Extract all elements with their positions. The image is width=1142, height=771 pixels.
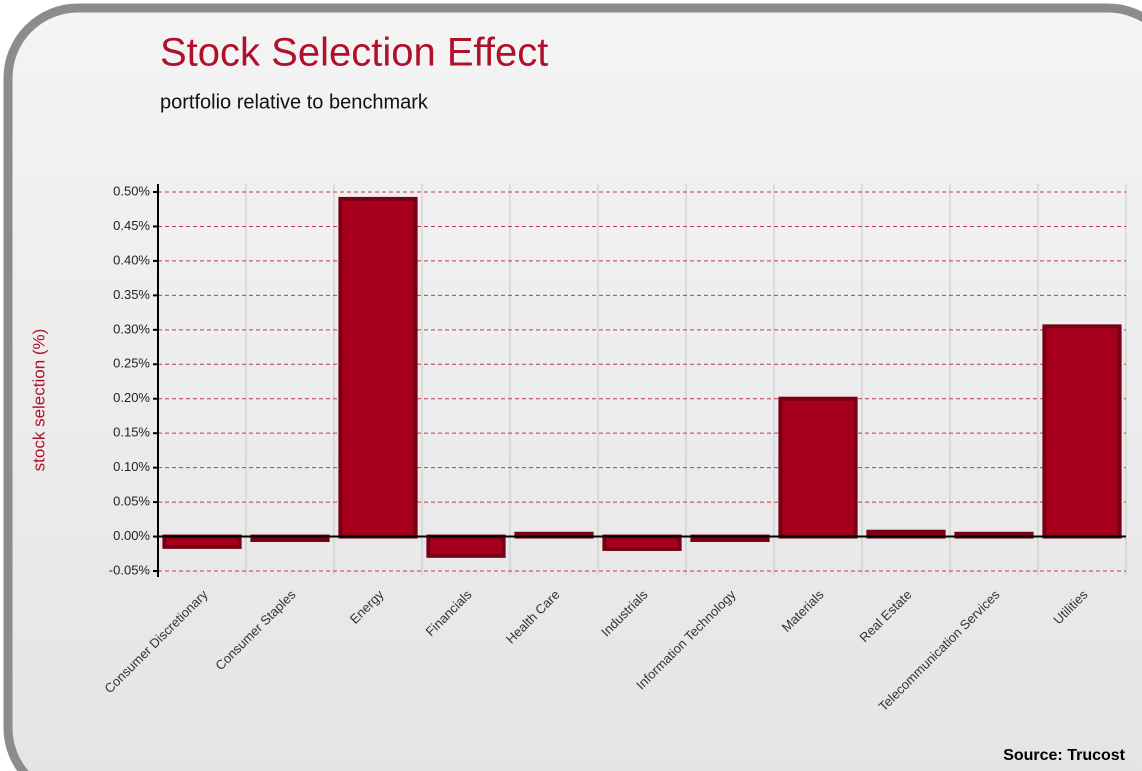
y-tick-label: 0.15% (113, 425, 150, 440)
y-tick-label: 0.35% (113, 287, 150, 302)
y-tick-label: 0.50% (113, 183, 150, 198)
bar (426, 534, 506, 558)
y-tick-label: 0.30% (113, 321, 150, 336)
y-tick-label: 0.05% (113, 494, 150, 509)
y-tick-label: 0.45% (113, 218, 150, 233)
frame (3, 3, 1142, 771)
chart-title: Stock Selection Effect (160, 31, 548, 75)
y-tick-label: 0.00% (113, 528, 150, 543)
bar (1042, 324, 1122, 539)
y-tick-label: -0.05% (109, 562, 151, 577)
bar (338, 196, 418, 539)
y-axis-label: stock selection (%) (29, 329, 48, 472)
y-tick-label: 0.20% (113, 390, 150, 405)
chart-subtitle: portfolio relative to benchmark (160, 91, 429, 113)
bar (602, 534, 682, 551)
y-tick-label: 0.10% (113, 459, 150, 474)
bar (778, 396, 858, 539)
y-tick-label: 0.25% (113, 356, 150, 371)
y-tick-label: 0.40% (113, 252, 150, 267)
bar (162, 534, 242, 549)
source: Source: Trucost (1003, 747, 1125, 764)
